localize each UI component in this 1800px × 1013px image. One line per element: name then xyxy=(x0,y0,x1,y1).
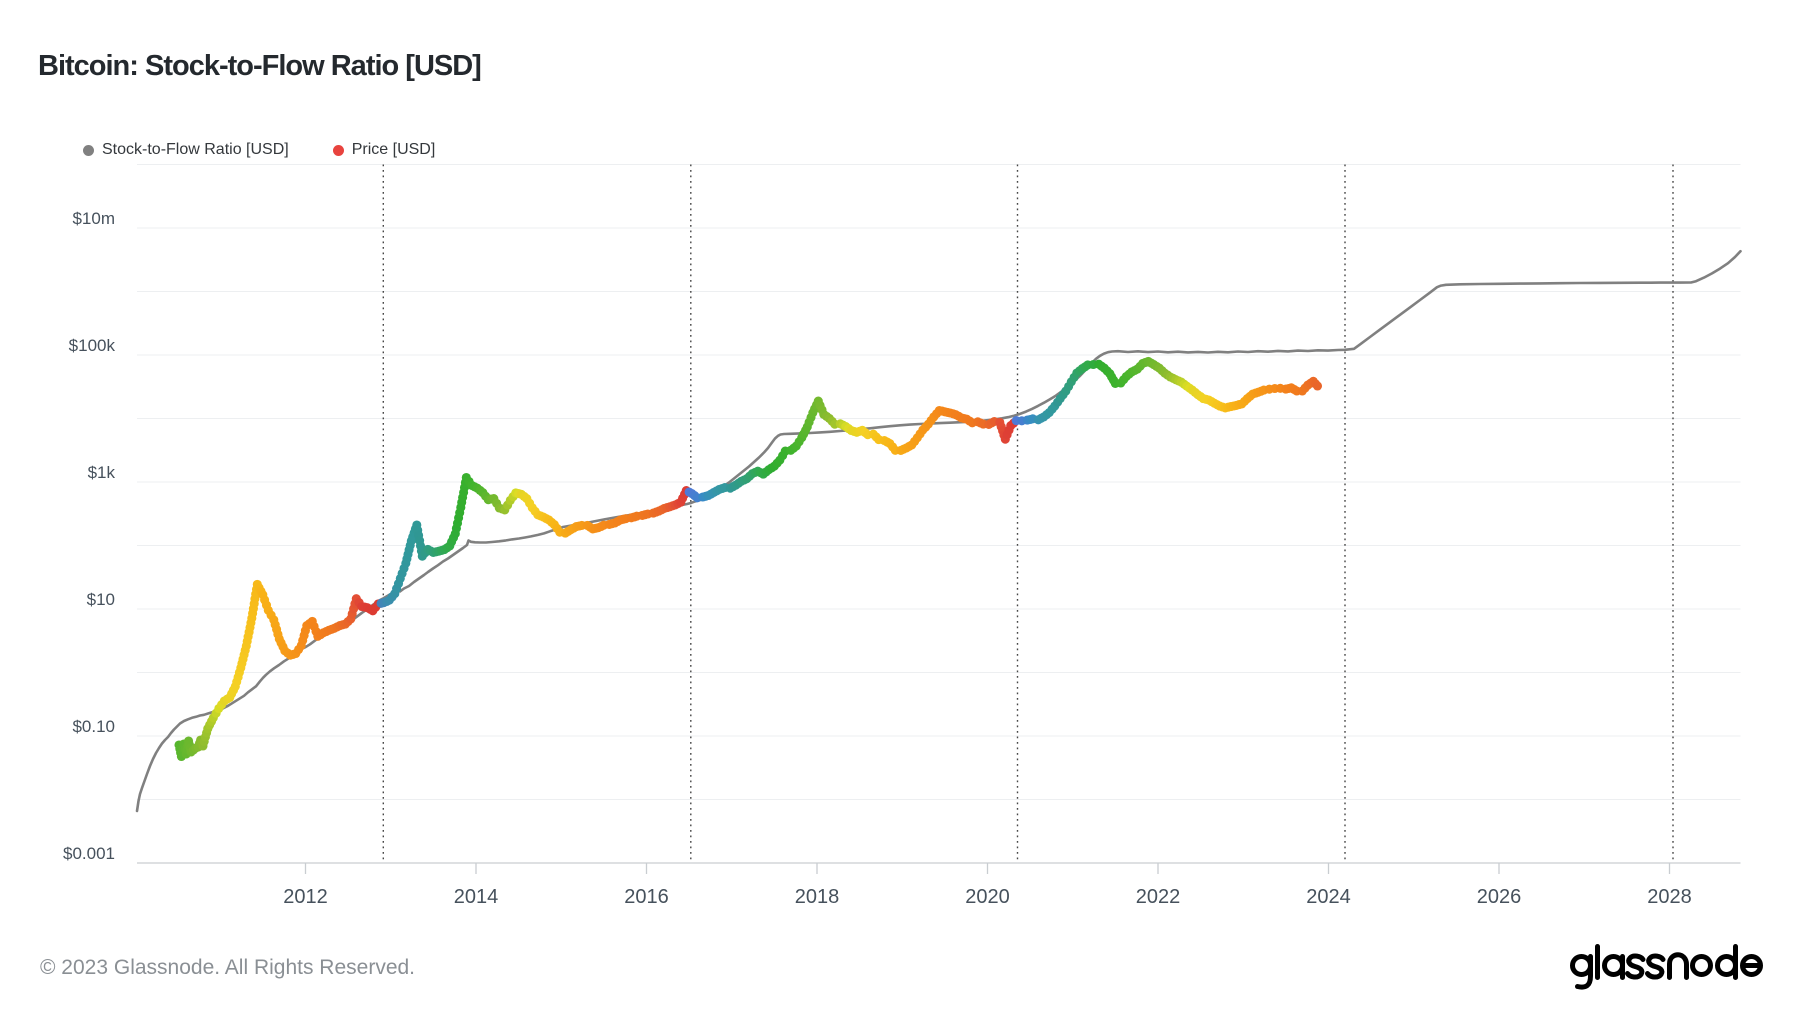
svg-text:2020: 2020 xyxy=(965,886,1010,908)
svg-text:$0.10: $0.10 xyxy=(72,717,115,736)
svg-text:$100k: $100k xyxy=(69,336,116,355)
svg-text:$10: $10 xyxy=(87,590,115,609)
svg-text:2014: 2014 xyxy=(454,886,499,908)
svg-text:2026: 2026 xyxy=(1477,886,1522,908)
svg-text:2018: 2018 xyxy=(795,886,840,908)
svg-text:2028: 2028 xyxy=(1647,886,1692,908)
svg-text:2024: 2024 xyxy=(1306,886,1351,908)
svg-text:$1k: $1k xyxy=(88,463,116,482)
svg-text:2016: 2016 xyxy=(624,886,669,908)
svg-text:$10m: $10m xyxy=(72,209,115,228)
svg-text:2022: 2022 xyxy=(1136,886,1181,908)
svg-text:$0.001: $0.001 xyxy=(63,844,115,863)
svg-text:2012: 2012 xyxy=(283,886,328,908)
